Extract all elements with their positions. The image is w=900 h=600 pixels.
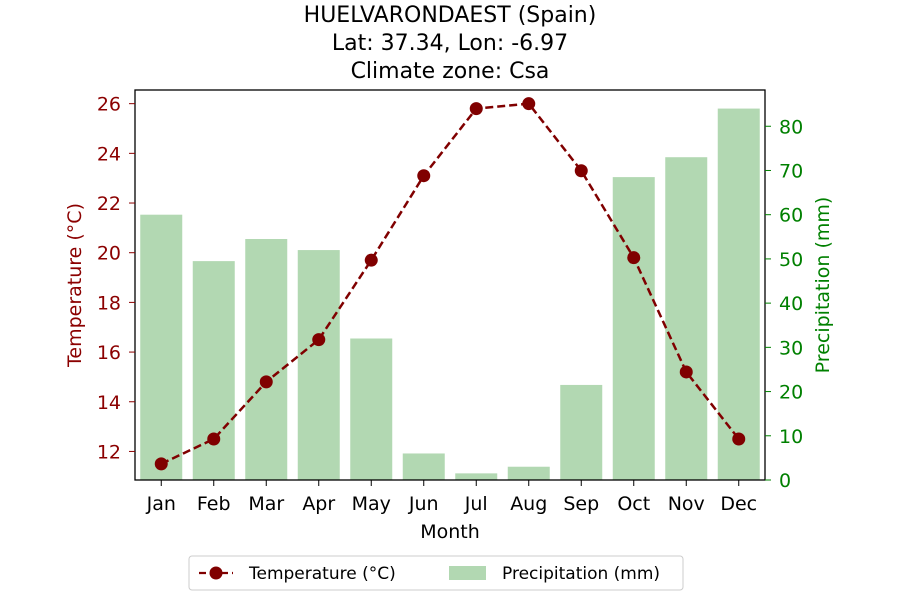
- precipitation-bar: [665, 157, 708, 481]
- x-tick-label: Apr: [302, 493, 335, 515]
- legend-precipitation-swatch: [449, 566, 486, 580]
- precipitation-bar: [717, 108, 760, 481]
- precipitation-bar: [297, 250, 340, 480]
- title-line-2: Lat: 37.34, Lon: -6.97: [332, 31, 568, 56]
- right-tick-label: 10: [779, 426, 803, 448]
- temperature-point: [207, 432, 221, 446]
- x-tick-label: Nov: [668, 493, 705, 515]
- precipitation-bar: [402, 453, 445, 480]
- right-tick-label: 50: [779, 249, 803, 271]
- right-tick-label: 30: [779, 337, 803, 359]
- x-tick-label: Dec: [720, 493, 757, 515]
- right-axis: 0 10 20 30 40 50 60 70 80: [765, 116, 803, 492]
- temperature-point: [522, 97, 536, 111]
- temperature-point: [364, 253, 378, 267]
- temperature-line: [154, 97, 746, 471]
- temperature-point: [259, 375, 273, 389]
- title-line-1: HUELVARONDAEST (Spain): [304, 3, 597, 28]
- temperature-point: [417, 169, 431, 183]
- left-axis: 12 14 16 18 20 22 24 26: [97, 94, 135, 463]
- x-tick-label: Aug: [510, 493, 547, 515]
- right-tick-label: 80: [779, 116, 803, 138]
- x-tick-label: Mar: [248, 493, 284, 515]
- left-tick-label: 24: [97, 143, 121, 165]
- right-tick-label: 40: [779, 293, 803, 315]
- temperature-point: [574, 164, 588, 178]
- left-tick-label: 22: [97, 193, 121, 215]
- precipitation-bar: [612, 177, 655, 481]
- temperature-series-line: [160, 102, 740, 465]
- right-tick-label: 20: [779, 382, 803, 404]
- legend-precipitation-label: Precipitation (mm): [502, 564, 660, 584]
- title-line-3: Climate zone: Csa: [351, 59, 550, 84]
- x-tick-label: Sep: [563, 493, 599, 515]
- left-tick-label: 12: [97, 441, 121, 463]
- temperature-point: [679, 365, 693, 379]
- legend-temperature-label: Temperature (°C): [248, 564, 396, 584]
- precipitation-bar: [560, 384, 603, 480]
- temperature-point: [469, 102, 483, 116]
- left-tick-label: 16: [97, 342, 121, 364]
- plot-frame: [134, 89, 766, 481]
- precipitation-bar: [350, 338, 393, 480]
- right-tick-label: 70: [779, 160, 803, 182]
- left-tick-label: 18: [97, 292, 121, 314]
- left-tick-label: 20: [97, 243, 121, 265]
- temperature-point: [312, 333, 326, 347]
- right-axis-label: Precipitation (mm): [812, 197, 834, 374]
- precipitation-bars: [140, 108, 760, 481]
- temperature-point: [627, 251, 641, 265]
- x-tick-label: May: [352, 493, 391, 515]
- x-tick-label: Jul: [464, 493, 488, 515]
- left-tick-label: 26: [97, 94, 121, 116]
- precipitation-bar: [507, 466, 550, 480]
- x-tick-label: Feb: [197, 493, 231, 515]
- precipitation-bar: [140, 214, 183, 480]
- temperature-point: [154, 457, 168, 471]
- precipitation-bar: [245, 239, 288, 480]
- chart-title: HUELVARONDAEST (Spain) Lat: 37.34, Lon: …: [304, 3, 597, 84]
- x-axis: Jan Feb Mar Apr May Jun Jul Aug Sep Oct Nov Dec: [146, 480, 757, 515]
- x-tick-label: Oct: [617, 493, 650, 515]
- right-tick-label: 0: [779, 470, 791, 492]
- legend: Temperature (°C) Precipitation (mm): [188, 555, 684, 591]
- temperature-point: [732, 432, 746, 446]
- x-tick-label: Jun: [408, 493, 439, 515]
- legend-box: [188, 555, 684, 591]
- left-tick-label: 14: [97, 392, 121, 414]
- left-axis-label: Temperature (°C): [64, 203, 86, 368]
- legend-temperature-marker: [209, 566, 223, 580]
- x-axis-label: Month: [420, 521, 480, 543]
- x-tick-label: Jan: [146, 493, 176, 515]
- right-tick-label: 60: [779, 205, 803, 227]
- precipitation-bar: [455, 473, 498, 480]
